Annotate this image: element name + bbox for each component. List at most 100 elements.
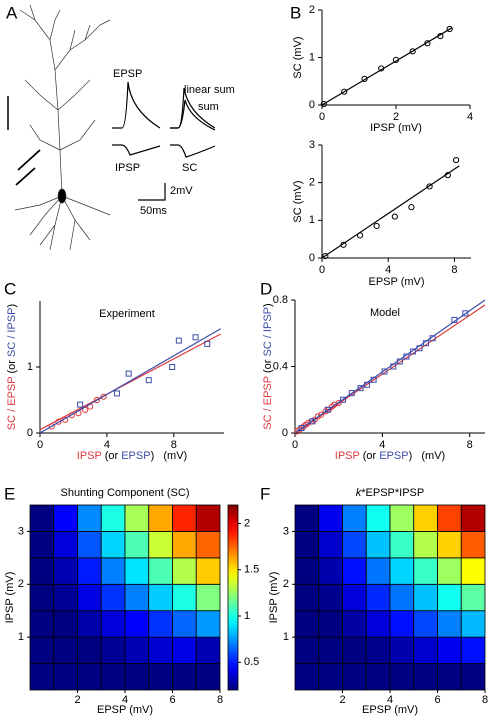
trace-label: linear sum <box>184 84 235 96</box>
y-tick-label: 0 <box>309 252 315 264</box>
x-tick-label: 6 <box>169 694 175 706</box>
label-part: k <box>356 487 362 499</box>
panel-letter: A <box>6 3 18 22</box>
axes <box>321 145 471 259</box>
heatmap-cell <box>124 583 150 612</box>
heatmap-cell <box>365 531 391 559</box>
point <box>48 423 55 430</box>
heatmap-cell <box>413 663 438 691</box>
point <box>100 393 107 400</box>
x-tick-label: 4 <box>387 694 393 706</box>
heatmap-cell <box>460 636 486 664</box>
point <box>324 406 331 413</box>
label-part: ) <box>6 304 18 308</box>
label-part: SC / IPSP <box>262 307 274 357</box>
x-tick-label: 0 <box>37 439 43 451</box>
point <box>370 376 377 383</box>
heatmap-cell <box>365 663 391 691</box>
x-tick-label: 6 <box>434 694 440 706</box>
heatmap-cell <box>53 557 78 585</box>
y-tick-label: 0 <box>309 99 315 111</box>
point <box>335 399 342 407</box>
traces <box>112 81 216 201</box>
y-tick-label: 1 <box>27 361 33 373</box>
heatmap-cell <box>342 663 367 691</box>
heatmap-cell <box>389 610 415 638</box>
title: Shunting Component (SC) <box>60 487 189 499</box>
heatmap-cell <box>29 663 55 691</box>
heatmap-cell <box>389 583 415 612</box>
heatmap-cell <box>437 663 462 691</box>
x-tick-label: 0 <box>319 264 325 276</box>
heatmap-cell <box>172 610 197 638</box>
chart-title: Model <box>370 307 400 319</box>
heatmap-cell <box>77 610 102 638</box>
y-tick-label: 1 <box>283 631 289 643</box>
x-tick-label: 4 <box>385 264 391 276</box>
label-part: IPSP <box>77 450 102 462</box>
heatmap-cell <box>77 663 102 691</box>
heatmap-cell <box>172 583 197 612</box>
label-part: (or <box>360 450 380 462</box>
heatmap-cell <box>77 583 102 612</box>
heatmap-cell <box>318 663 343 691</box>
heatmap-cell <box>460 531 486 559</box>
heatmap-cell <box>342 557 367 585</box>
y-axis-label: SC (mV) <box>292 36 304 78</box>
heatmap-cell <box>342 610 367 638</box>
point <box>341 88 348 95</box>
point <box>357 385 364 392</box>
point <box>68 412 75 419</box>
y-tick-label: 0.8 <box>273 294 288 306</box>
x-tick-label: 8 <box>451 264 457 276</box>
heatmap-cell <box>195 504 221 532</box>
y-tick-label: 2 <box>309 4 315 16</box>
x-axis-label: EPSP (mV) <box>368 276 424 288</box>
y-tick-label: 1 <box>309 214 315 226</box>
heatmap-cell <box>77 557 102 585</box>
heatmap-cell <box>29 583 55 612</box>
heatmap-cell <box>294 557 320 585</box>
heatmap-cell <box>172 636 197 664</box>
heatmap-cell <box>318 531 343 559</box>
x-tick-label: 2 <box>74 694 80 706</box>
point <box>340 396 347 403</box>
xlabel: IPSP (or EPSP) (mV) <box>77 450 187 462</box>
point <box>403 353 410 360</box>
fit-line <box>39 333 221 431</box>
point <box>426 183 433 190</box>
heatmap-cell <box>124 504 150 532</box>
point <box>424 40 431 47</box>
label-part: *EPSP*IPSP <box>361 487 424 499</box>
point <box>409 48 416 55</box>
heatmap-cell <box>148 504 173 532</box>
heatmap-cell <box>437 557 462 585</box>
point <box>356 232 364 239</box>
heatmap-cell <box>148 610 173 638</box>
heatmap-cell <box>365 557 391 585</box>
heatmap-cell <box>413 531 438 559</box>
heatmap-cell <box>294 583 320 612</box>
heatmap-cell <box>389 531 415 559</box>
y-tick-label: 3 <box>283 525 289 537</box>
label-part: ) (mV) <box>151 450 188 462</box>
heatmap-cell <box>148 663 173 691</box>
heatmap-cell <box>389 504 415 532</box>
heatmap-cell <box>148 636 173 664</box>
point <box>145 377 152 384</box>
y-tick-label: 1 <box>18 631 24 643</box>
heatmap-cell <box>124 636 150 664</box>
heatmap-cell <box>294 531 320 559</box>
point <box>113 390 120 397</box>
heatmap-cell <box>100 610 126 638</box>
point <box>93 396 100 404</box>
colorbar-tick-label: 1 <box>244 610 250 622</box>
heatmap-cell <box>437 504 462 532</box>
heatmap-cell <box>172 531 197 559</box>
heatmap-cell <box>53 610 78 638</box>
heatmap-cell <box>318 557 343 585</box>
heatmap-cell <box>294 636 320 664</box>
fit-line <box>321 27 452 106</box>
heatmap-cell <box>195 610 221 638</box>
heatmap-cell <box>437 531 462 559</box>
